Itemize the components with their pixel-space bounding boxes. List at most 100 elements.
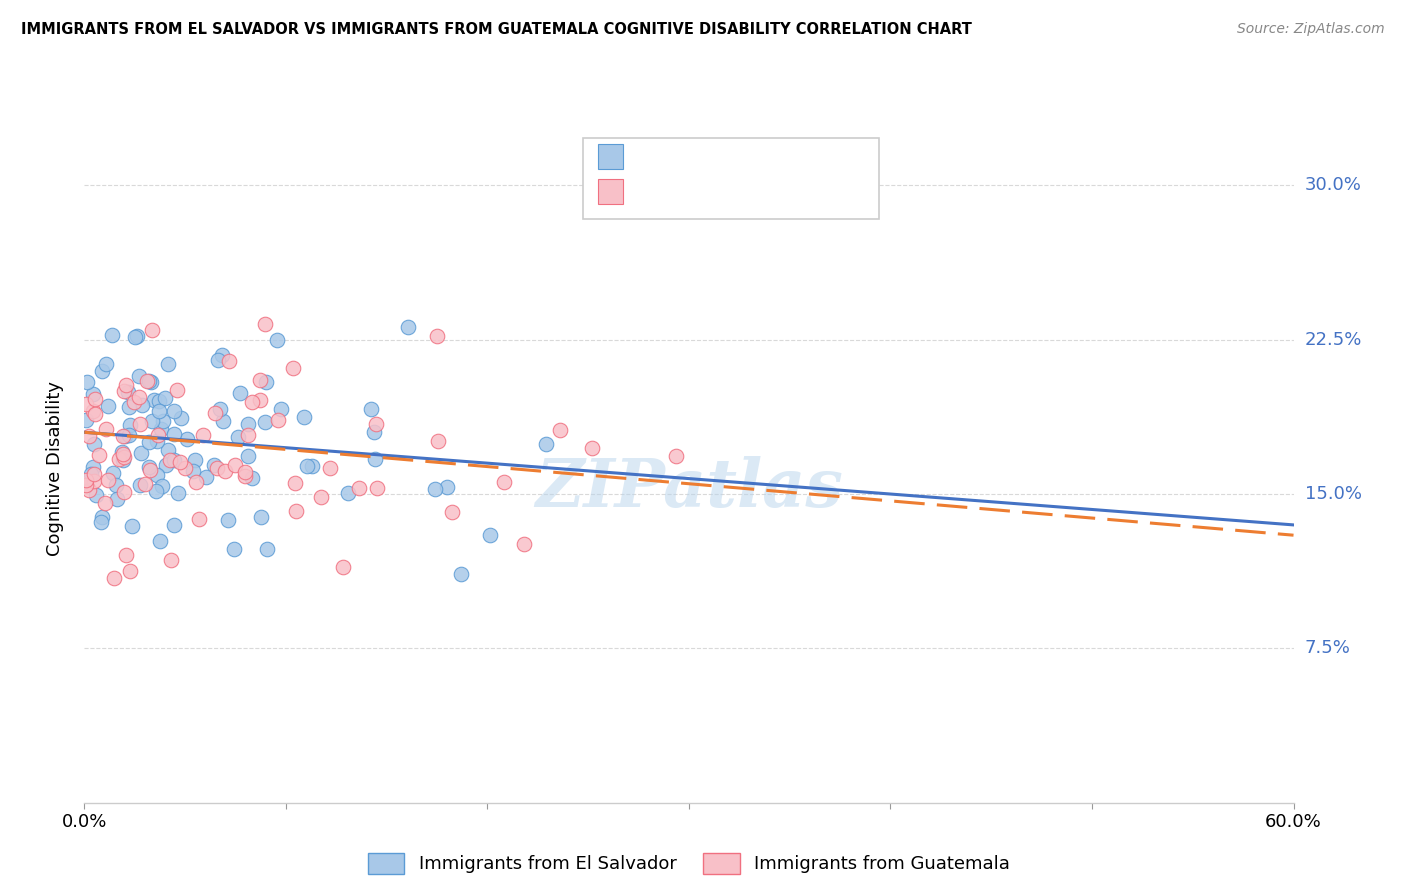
- Point: [184, 453, 207, 467]
- Point: [105, 492, 128, 507]
- Point: [94, 496, 117, 510]
- Point: [360, 402, 382, 417]
- Point: [284, 476, 307, 491]
- Point: [124, 394, 146, 409]
- Point: [83, 474, 105, 488]
- Point: [233, 465, 256, 479]
- Text: R = -0.267: R = -0.267: [634, 143, 740, 161]
- Point: [202, 458, 225, 472]
- Point: [146, 434, 169, 448]
- Point: [121, 518, 143, 533]
- Point: [90, 515, 112, 529]
- Point: [534, 436, 557, 450]
- Point: [332, 560, 354, 574]
- Point: [97, 474, 120, 488]
- Point: [163, 427, 186, 442]
- Point: [292, 409, 315, 424]
- Text: 22.5%: 22.5%: [1305, 331, 1362, 349]
- Point: [249, 393, 271, 408]
- Point: [494, 475, 516, 489]
- Point: [134, 477, 156, 491]
- Text: IMMIGRANTS FROM EL SALVADOR VS IMMIGRANTS FROM GUATEMALA COGNITIVE DISABILITY CO: IMMIGRANTS FROM EL SALVADOR VS IMMIGRANT…: [21, 22, 972, 37]
- Point: [347, 481, 370, 495]
- Text: 7.5%: 7.5%: [1305, 640, 1351, 657]
- Point: [96, 422, 118, 436]
- Point: [163, 518, 186, 533]
- Point: [157, 443, 180, 458]
- Point: [84, 488, 107, 502]
- Point: [211, 348, 233, 362]
- Point: [212, 414, 235, 428]
- Point: [218, 354, 240, 368]
- Point: [363, 425, 385, 439]
- Point: [209, 402, 232, 417]
- Point: [295, 458, 318, 473]
- Text: Source: ZipAtlas.com: Source: ZipAtlas.com: [1237, 22, 1385, 37]
- Point: [256, 375, 278, 389]
- Point: [236, 428, 259, 442]
- Point: [148, 534, 170, 549]
- Point: [440, 505, 463, 519]
- Point: [117, 384, 139, 399]
- Point: [112, 453, 135, 467]
- Point: [266, 333, 288, 347]
- Point: [425, 482, 447, 496]
- Point: [478, 528, 501, 542]
- Point: [82, 404, 104, 418]
- Point: [155, 458, 177, 472]
- Point: [84, 407, 107, 421]
- Point: [195, 470, 218, 484]
- Point: [270, 401, 292, 416]
- Point: [229, 385, 252, 400]
- Point: [115, 548, 138, 562]
- Point: [226, 429, 249, 443]
- Point: [128, 417, 150, 432]
- Point: [233, 469, 256, 483]
- Point: [364, 451, 387, 466]
- Text: R = -0.342: R = -0.342: [634, 178, 740, 196]
- Point: [159, 553, 181, 567]
- Point: [253, 317, 276, 331]
- Point: [253, 415, 276, 429]
- Point: [114, 429, 136, 443]
- Point: [436, 480, 458, 494]
- Point: [145, 484, 167, 499]
- Point: [153, 391, 176, 405]
- Point: [129, 446, 152, 460]
- Point: [250, 510, 273, 524]
- Text: N = 70: N = 70: [768, 178, 835, 196]
- Point: [79, 429, 101, 443]
- Point: [309, 491, 332, 505]
- Point: [128, 368, 150, 383]
- Point: [96, 358, 118, 372]
- Point: [84, 392, 107, 406]
- Point: [91, 364, 114, 378]
- Point: [426, 329, 449, 343]
- Point: [124, 330, 146, 344]
- Point: [83, 437, 105, 451]
- Point: [214, 465, 236, 479]
- Point: [75, 478, 97, 492]
- Legend: Immigrants from El Salvador, Immigrants from Guatemala: Immigrants from El Salvador, Immigrants …: [361, 846, 1017, 880]
- Point: [337, 485, 360, 500]
- Point: [80, 467, 103, 481]
- Point: [173, 460, 195, 475]
- Point: [217, 513, 239, 527]
- Point: [138, 374, 160, 388]
- Point: [150, 478, 173, 492]
- Point: [105, 477, 128, 491]
- Point: [120, 564, 142, 578]
- Point: [76, 376, 98, 390]
- Point: [139, 375, 162, 389]
- Point: [75, 397, 97, 411]
- Point: [149, 422, 172, 436]
- Point: [450, 566, 472, 581]
- Point: [108, 451, 131, 466]
- Point: [427, 434, 450, 449]
- Point: [550, 423, 572, 437]
- Point: [163, 404, 186, 418]
- Point: [169, 454, 191, 468]
- Point: [75, 413, 97, 427]
- Point: [75, 473, 97, 487]
- Point: [118, 428, 141, 442]
